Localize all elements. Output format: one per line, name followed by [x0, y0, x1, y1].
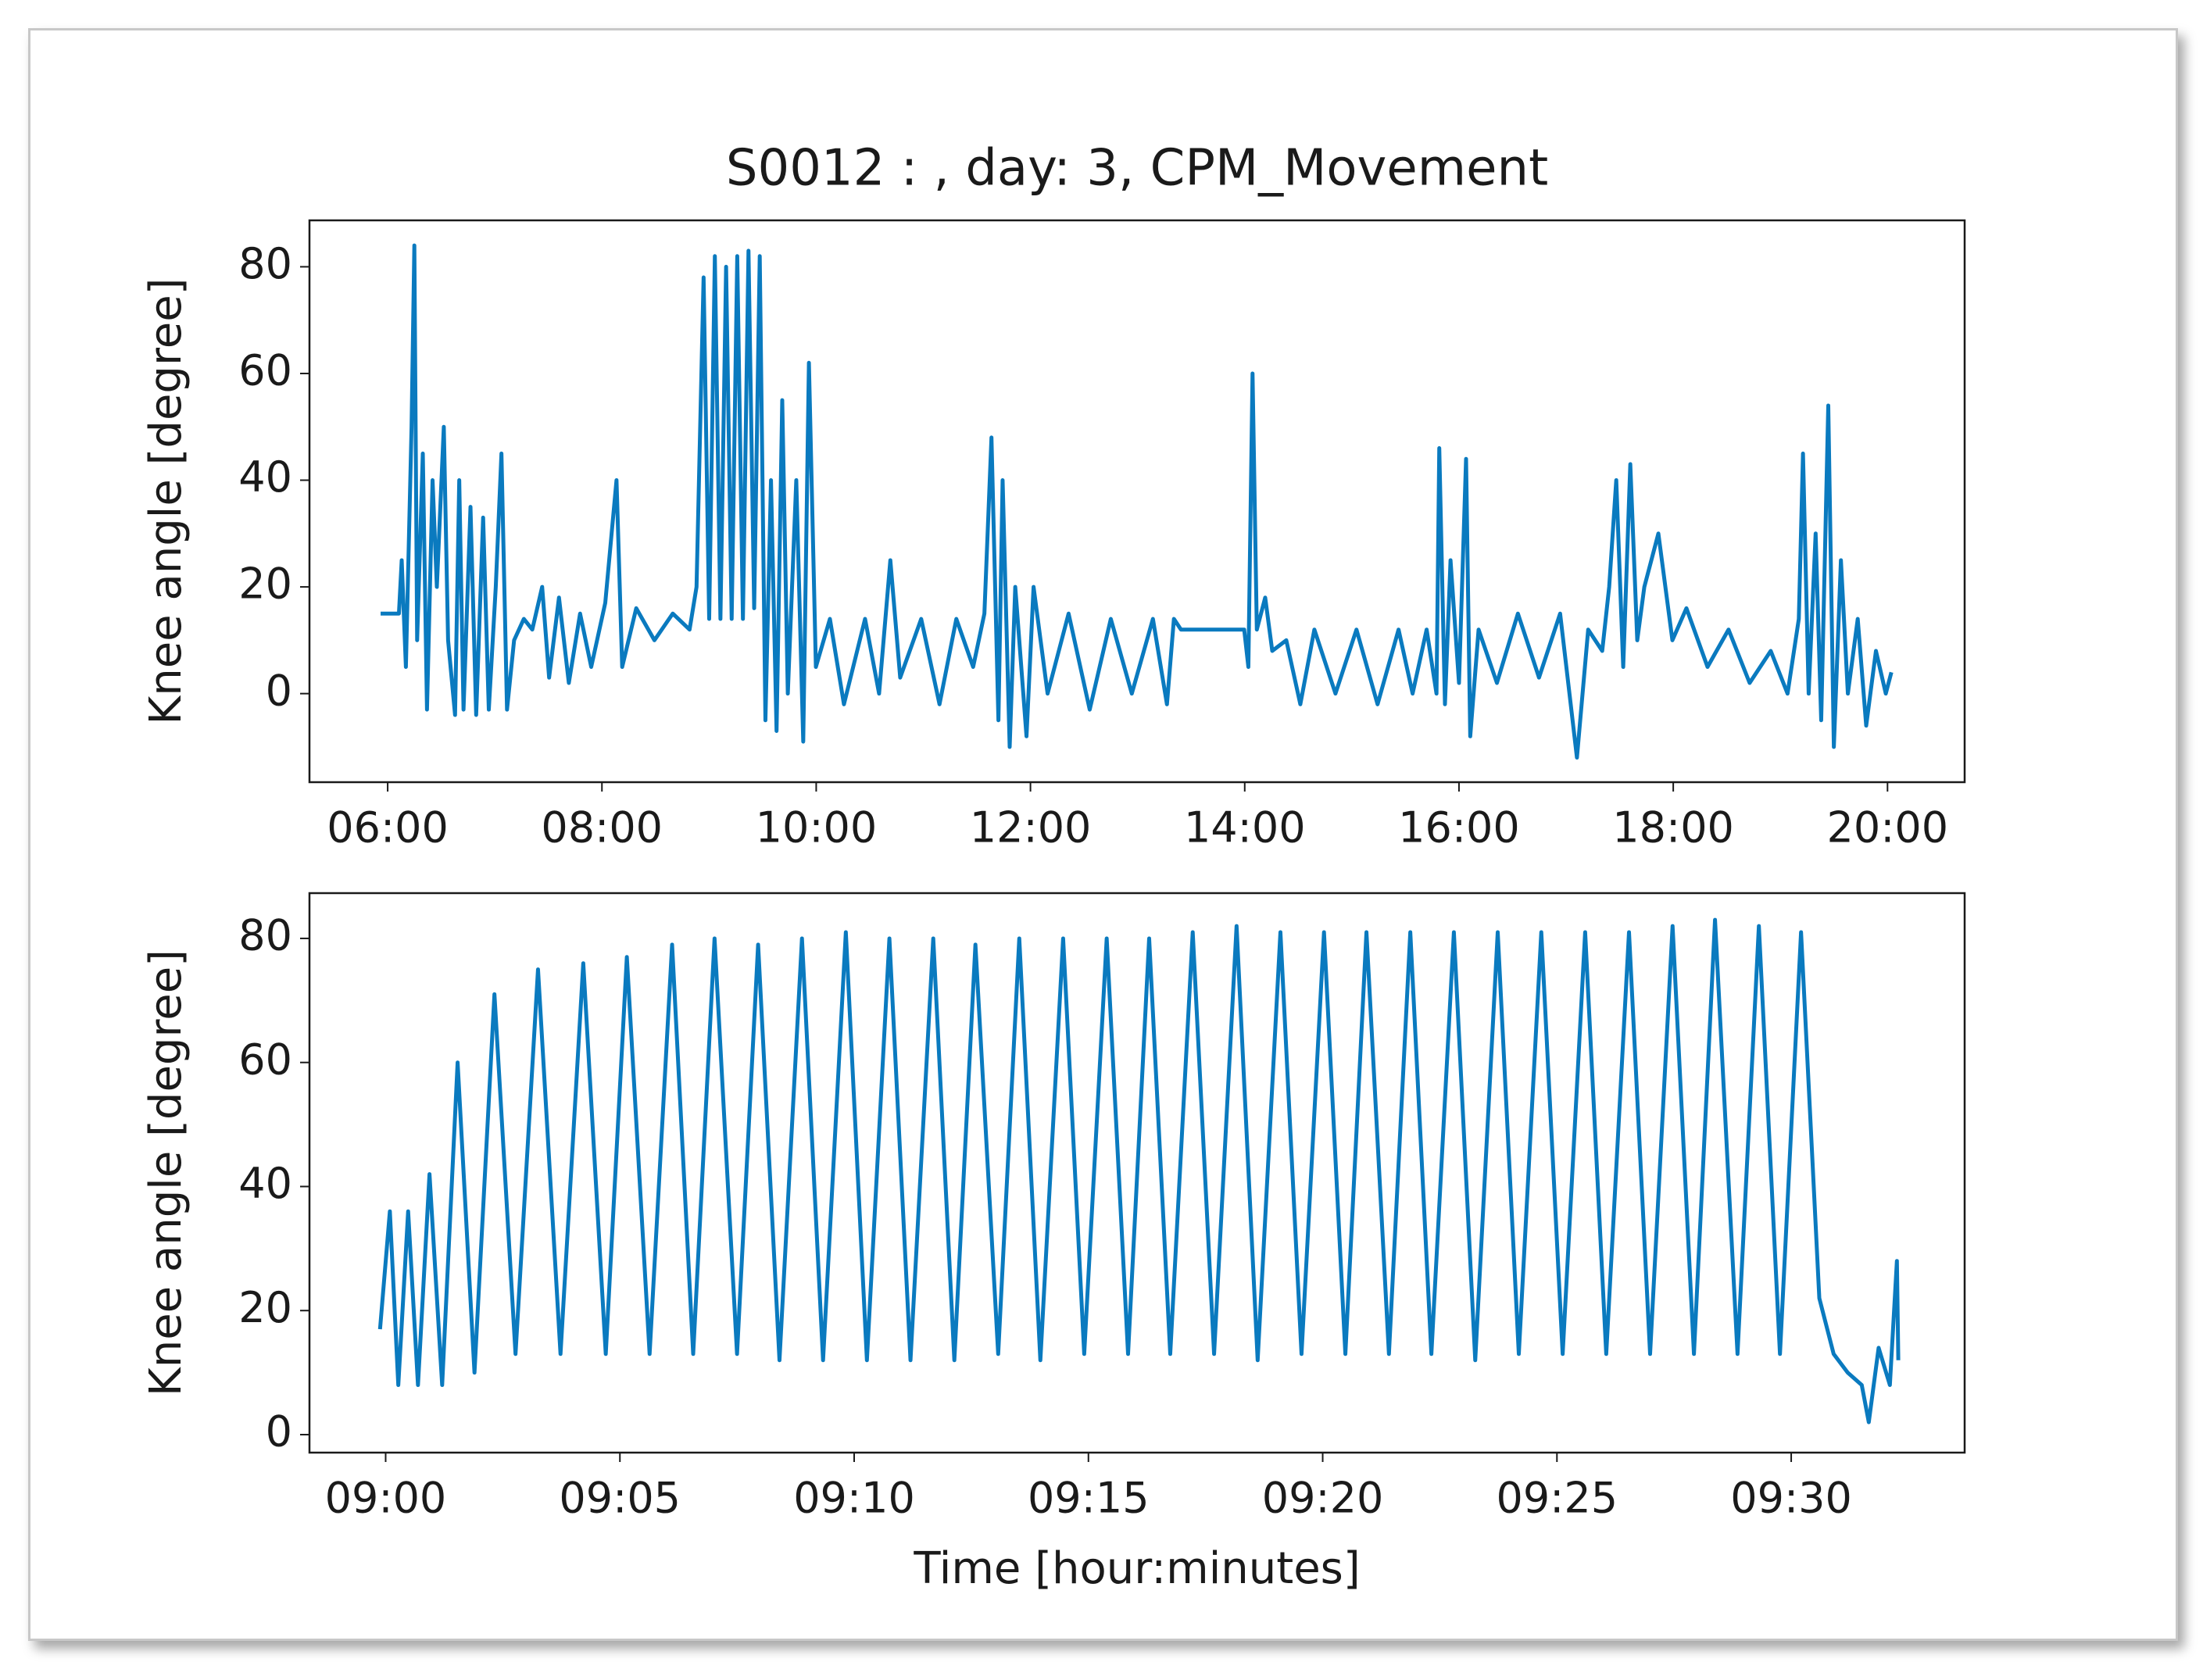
- x-tick-label: 14:00: [1184, 803, 1306, 853]
- x-tick-label: 10:00: [756, 803, 878, 853]
- y-tick-label: 20: [238, 1283, 292, 1332]
- x-tick-label: 18:00: [1612, 803, 1734, 853]
- y-tick-label: 0: [266, 666, 292, 715]
- x-tick-label: 06:00: [327, 803, 449, 853]
- x-tick-label: 09:25: [1496, 1474, 1618, 1523]
- x-tick-label: 09:15: [1028, 1474, 1150, 1523]
- y-tick-label: 80: [238, 239, 292, 288]
- axes: [377, 917, 1901, 1424]
- data-line: [381, 243, 1894, 760]
- x-tick-label: 08:00: [541, 803, 663, 853]
- y-tick-label: 40: [238, 1159, 292, 1208]
- y-tick-label: 0: [266, 1407, 292, 1457]
- axes-frame: [308, 219, 1966, 784]
- y-tick-label: 60: [238, 346, 292, 395]
- y-tick-label: 20: [238, 559, 292, 609]
- data-line: [377, 917, 1901, 1424]
- x-tick-label: 09:00: [325, 1474, 447, 1523]
- x-tick-label: 20:00: [1826, 803, 1948, 853]
- frame: [28, 28, 2178, 1641]
- y-axis-label: Knee angle [degree]: [141, 277, 191, 724]
- x-tick-label: 09:30: [1730, 1474, 1852, 1523]
- y-tick-label: 80: [238, 911, 292, 960]
- y-axis-label: Knee angle [degree]: [141, 949, 191, 1396]
- axes: [381, 243, 1894, 760]
- x-axis-label: Time [hour:minutes]: [913, 1543, 1360, 1594]
- x-tick-label: 09:10: [793, 1474, 915, 1523]
- y-tick-label: 40: [238, 452, 292, 502]
- x-tick-label: 16:00: [1398, 803, 1520, 853]
- x-tick-label: 09:20: [1262, 1474, 1384, 1523]
- x-tick-label: 09:05: [559, 1474, 681, 1523]
- y-tick-label: 60: [238, 1035, 292, 1084]
- axes-frame: [308, 892, 1966, 1454]
- chart-title: S0012 : , day: 3, CPM_Movement: [726, 140, 1548, 198]
- x-tick-label: 12:00: [970, 803, 1092, 853]
